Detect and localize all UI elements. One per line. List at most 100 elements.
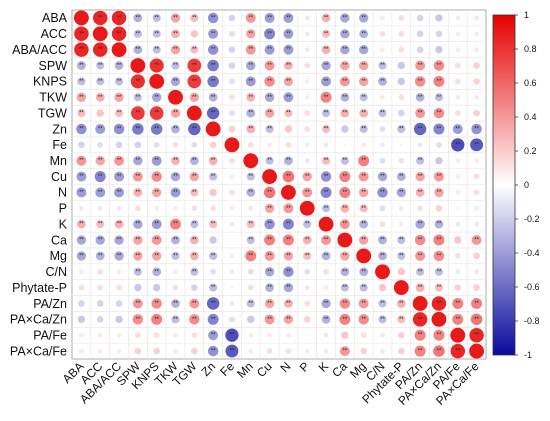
cell-PA_Zn-P xyxy=(304,300,311,307)
significance-marker: ** xyxy=(343,111,348,117)
significance-marker: ** xyxy=(361,15,366,21)
cell-KNPS-PA_Fe xyxy=(454,78,461,85)
significance-marker: ** xyxy=(267,79,272,85)
significance-marker: ** xyxy=(267,111,272,117)
significance-marker: ** xyxy=(343,47,348,53)
significance-marker: ** xyxy=(117,111,122,117)
cell-Phytate-P-ABA xyxy=(78,284,85,291)
significance-marker: ** xyxy=(343,190,348,196)
cell-C_N-PA_Zn xyxy=(416,267,425,276)
cell-ABA_ACC-Fe xyxy=(228,46,236,53)
significance-marker: ** xyxy=(211,79,216,85)
cell-Phytate-P-SPW xyxy=(134,283,142,292)
cell-TGW-Cu xyxy=(264,108,275,118)
cell-SPW-PA_Zn xyxy=(415,60,426,71)
cell-ABA-KNPS xyxy=(152,13,161,22)
cell-ABA_ACC-Ca xyxy=(340,44,350,55)
cell-Cu-P xyxy=(302,171,312,182)
cell-PA_Fe-KNPS xyxy=(153,332,160,339)
cell-ABA_ACC-PA_Zn xyxy=(416,46,424,53)
significance-marker: ** xyxy=(211,301,216,307)
cell-Mn-Zn xyxy=(208,156,218,166)
significance-marker: ** xyxy=(79,95,84,101)
cell-PA_Fe-ABA_ACC xyxy=(116,332,122,338)
cell-Phytate-P-PA_Ca_Zn xyxy=(434,283,444,292)
cell-TGW-P xyxy=(304,110,311,116)
cell-SPW-ACC xyxy=(96,61,105,70)
significance-marker: ** xyxy=(248,111,253,117)
significance-marker: ** xyxy=(286,95,291,101)
cell-ABA-ABA xyxy=(73,10,89,26)
cell-PA_Ca_Zn-Mn xyxy=(247,315,255,324)
cell-PA_Fe-PA_Fe xyxy=(450,327,466,343)
row-label: K xyxy=(59,217,68,231)
significance-marker: ** xyxy=(343,253,348,259)
cell-Zn-C_N xyxy=(379,126,386,132)
significance-marker: ** xyxy=(267,301,272,307)
cell-Ca-Cu xyxy=(264,234,276,246)
significance-marker: ** xyxy=(211,63,216,69)
significance-marker: ** xyxy=(98,238,103,244)
cell-TGW-C_N xyxy=(378,109,387,118)
cell-P-TGW xyxy=(191,205,198,212)
cell-PA_Ca_Fe-Mg xyxy=(360,347,367,355)
cell-Mn-K xyxy=(321,156,331,165)
cell-Zn-Cu xyxy=(265,124,274,134)
cell-KNPS-SPW xyxy=(130,74,145,89)
row-label: PA×Ca/Fe xyxy=(10,344,67,358)
cell-K-Cu xyxy=(264,218,275,230)
colorbar-tick-label: -0.4 xyxy=(524,248,540,258)
cell-PA_Ca_Zn-Fe xyxy=(229,316,235,323)
cell-KNPS-K xyxy=(321,76,332,87)
cell-ACC-TKW xyxy=(171,29,180,39)
cell-Cu-Fe xyxy=(229,174,235,179)
significance-marker: ** xyxy=(437,285,442,291)
cell-Cu-TGW xyxy=(189,171,200,182)
cell-TGW-Mn xyxy=(246,108,256,118)
cell-PA_Fe-SPW xyxy=(134,332,141,339)
cell-SPW-SPW xyxy=(130,58,146,73)
row-label: Ca xyxy=(51,233,67,247)
significance-marker: ** xyxy=(324,301,329,307)
cell-ABA_ACC-Zn xyxy=(207,44,219,55)
significance-marker: ** xyxy=(136,190,141,196)
significance-marker: ** xyxy=(117,253,122,259)
cell-P-Mn xyxy=(248,205,254,211)
cell-P-Fe xyxy=(229,205,235,211)
significance-marker: ** xyxy=(79,111,84,117)
cell-C_N-P xyxy=(304,268,311,275)
cell-PA_Ca_Zn-K xyxy=(321,314,331,324)
cell-Cu-ACC xyxy=(94,171,106,183)
cell-K-Ca xyxy=(339,219,350,230)
cell-PA_Zn-ABA_ACC xyxy=(115,300,123,307)
significance-marker: ** xyxy=(418,95,423,101)
significance-marker: ** xyxy=(79,158,84,164)
cell-Phytate-P-TGW xyxy=(191,284,198,291)
significance-marker: ** xyxy=(154,222,159,228)
cell-ABA_ACC-PA_Ca_Fe xyxy=(474,47,479,53)
cell-SPW-K xyxy=(321,60,331,71)
row-label: Fe xyxy=(52,138,67,152)
cell-PA_Fe-PA_Ca_Fe xyxy=(469,327,484,343)
cell-TGW-Fe xyxy=(229,110,235,116)
colorbar-tick-label: 1 xyxy=(524,10,529,20)
significance-marker: ** xyxy=(380,63,385,69)
cell-Mn-Mg xyxy=(358,155,370,167)
cell-ACC-Phytate-P xyxy=(398,30,405,37)
cell-ABA-PA_Ca_Zn xyxy=(435,14,443,22)
significance-marker: ** xyxy=(361,79,366,85)
significance-marker: ** xyxy=(324,206,329,212)
cell-PA_Ca_Fe-Fe xyxy=(225,344,239,358)
significance-marker: ** xyxy=(437,63,442,69)
cell-C_N-PA_Fe xyxy=(455,269,461,275)
cell-ABA_ACC-ABA_ACC xyxy=(111,42,127,58)
cell-Phytate-P-Ca xyxy=(340,283,349,292)
cell-Zn-Fe xyxy=(228,125,236,133)
cell-Ca-PA_Ca_Fe xyxy=(471,235,482,246)
cell-Mn-SPW xyxy=(133,156,143,166)
cell-SPW-Mg xyxy=(358,60,369,71)
significance-marker: ** xyxy=(380,253,385,259)
cell-K-SPW xyxy=(133,219,143,229)
cell-K-PA_Ca_Fe xyxy=(474,221,479,227)
significance-marker: ** xyxy=(343,15,348,21)
